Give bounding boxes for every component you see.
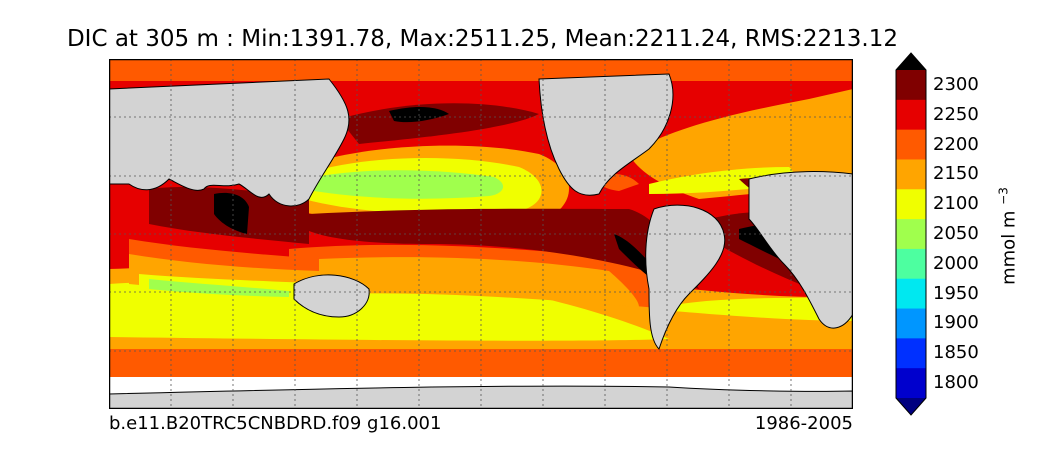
band-gt-2350-bengal xyxy=(214,192,249,234)
units-exponent: −3 xyxy=(996,187,1011,205)
band-2300-plus-north-pacific xyxy=(339,103,539,144)
colorbar-tick-label: 2000 xyxy=(933,252,979,274)
dic-map xyxy=(109,59,853,409)
colorbar-tick-label: 1800 xyxy=(933,372,979,394)
colorbar-segment xyxy=(896,159,926,190)
colorbar-segment xyxy=(896,368,926,399)
plot-title: DIC at 305 m : Min:1391.78, Max:2511.25,… xyxy=(66,26,899,52)
land-south-america xyxy=(645,204,726,350)
colorbar-tick-label: 2250 xyxy=(933,103,979,125)
colorbar-tick-label: 1950 xyxy=(933,282,979,304)
land-africa xyxy=(748,171,853,329)
band-2100-2150-north-pacific xyxy=(314,170,504,199)
colorbar-extend-min xyxy=(896,398,926,415)
band-2100-2150-atlantic xyxy=(649,297,853,321)
colorbar-tick-label: 1900 xyxy=(933,312,979,334)
map-layers xyxy=(109,59,853,409)
colorbar-tick-label: 2150 xyxy=(933,163,979,185)
colorbar-segment xyxy=(896,70,926,101)
colorbar xyxy=(895,52,927,416)
case-name-label: b.e11.B20TRC5CNBDRD.f09 g16.001 xyxy=(109,413,442,434)
colorbar-tick-label: 2200 xyxy=(933,133,979,155)
units-base: mmol m xyxy=(998,210,1020,285)
colorbar-segment xyxy=(896,248,926,280)
colorbar-tick-label: 2100 xyxy=(933,193,979,215)
colorbar-segments xyxy=(896,53,926,415)
colorbar-segment xyxy=(896,278,926,310)
land-australia xyxy=(293,274,370,318)
land-north-america xyxy=(538,73,674,196)
land-antarctica xyxy=(109,385,853,409)
colorbar-outline xyxy=(895,52,927,416)
land-eurasia xyxy=(109,78,350,207)
colorbar-extend-max xyxy=(896,53,926,70)
colorbar-segment xyxy=(896,189,926,220)
colorbar-segment xyxy=(896,99,926,131)
band-2150-2200-south-pacific xyxy=(319,257,639,307)
colorbar-tick-label: 2050 xyxy=(933,223,979,244)
years-label: 1986-2005 xyxy=(754,413,853,434)
map-frame xyxy=(109,59,853,409)
colorbar-segment xyxy=(896,129,926,160)
gridlines xyxy=(109,59,853,409)
land-masses xyxy=(109,73,853,409)
colorbar-segment xyxy=(896,219,926,250)
colorbar-tick-label: 1850 xyxy=(933,342,979,364)
band-2050-2100-indian xyxy=(149,279,289,297)
band-2300-plus-east-pacific xyxy=(309,208,699,289)
colorbar-units-label: mmol m −3 xyxy=(997,187,1020,285)
colorbar-tick-label: 2300 xyxy=(933,73,979,95)
colorbar-segment xyxy=(896,308,926,339)
colorbar-segment xyxy=(896,338,926,369)
